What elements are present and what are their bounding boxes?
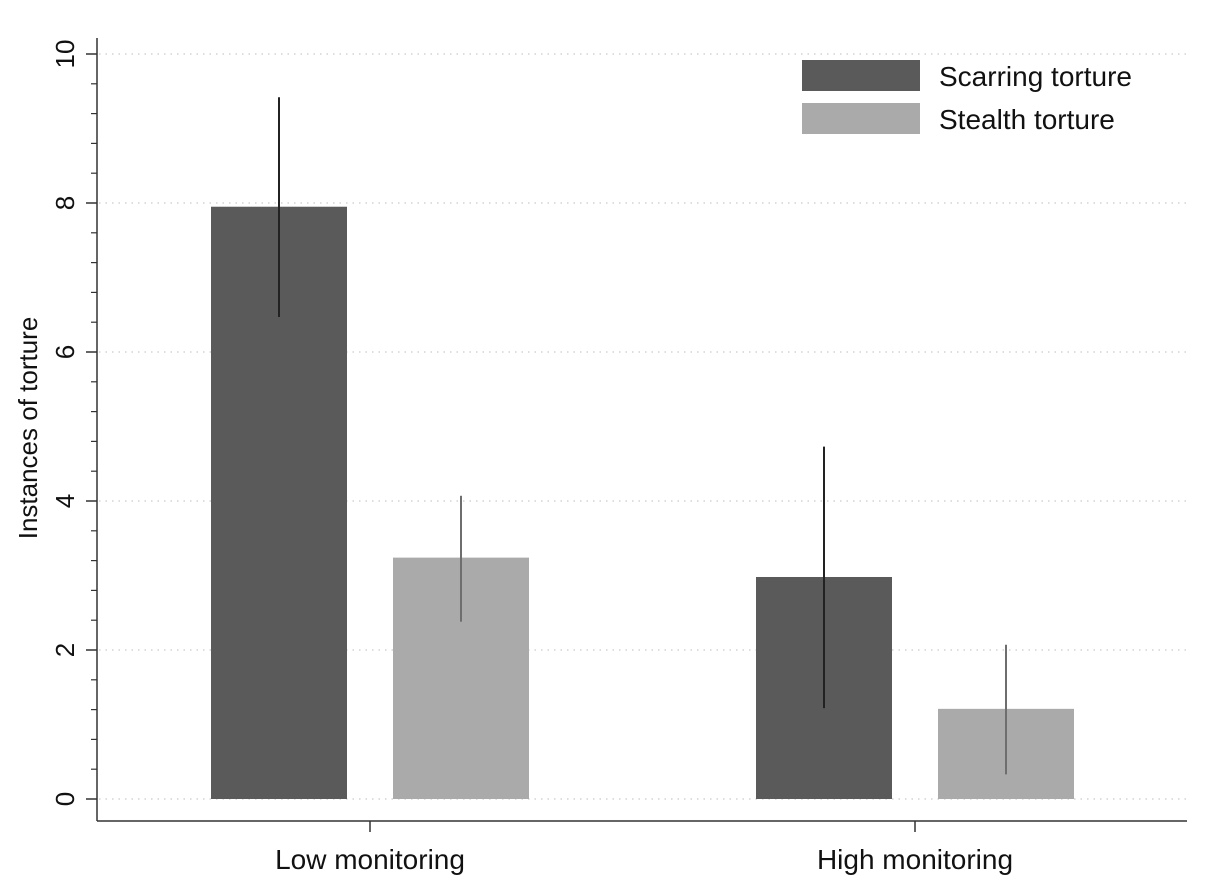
bars [211, 206, 1074, 800]
y-tick-label: 0 [50, 792, 80, 806]
y-tick-label: 10 [50, 40, 80, 69]
y-axis-title: Instances of torture [13, 317, 43, 540]
legend-swatch [802, 60, 920, 91]
legend-label: Scarring torture [939, 61, 1132, 92]
x-category-label: Low monitoring [275, 844, 465, 875]
legend-swatch [802, 103, 920, 134]
y-ticks: 0 2 4 6 8 10 [50, 40, 97, 806]
y-tick-label: 8 [50, 196, 80, 210]
legend: Scarring torture Stealth torture [802, 60, 1132, 135]
x-category-label: High monitoring [817, 844, 1013, 875]
y-tick-label: 6 [50, 345, 80, 359]
x-ticks: Low monitoring High monitoring [275, 821, 1013, 875]
y-tick-label: 4 [50, 494, 80, 508]
y-tick-label: 2 [50, 643, 80, 657]
legend-label: Stealth torture [939, 104, 1115, 135]
error-bars [278, 97, 1007, 775]
axes [96, 38, 1187, 822]
